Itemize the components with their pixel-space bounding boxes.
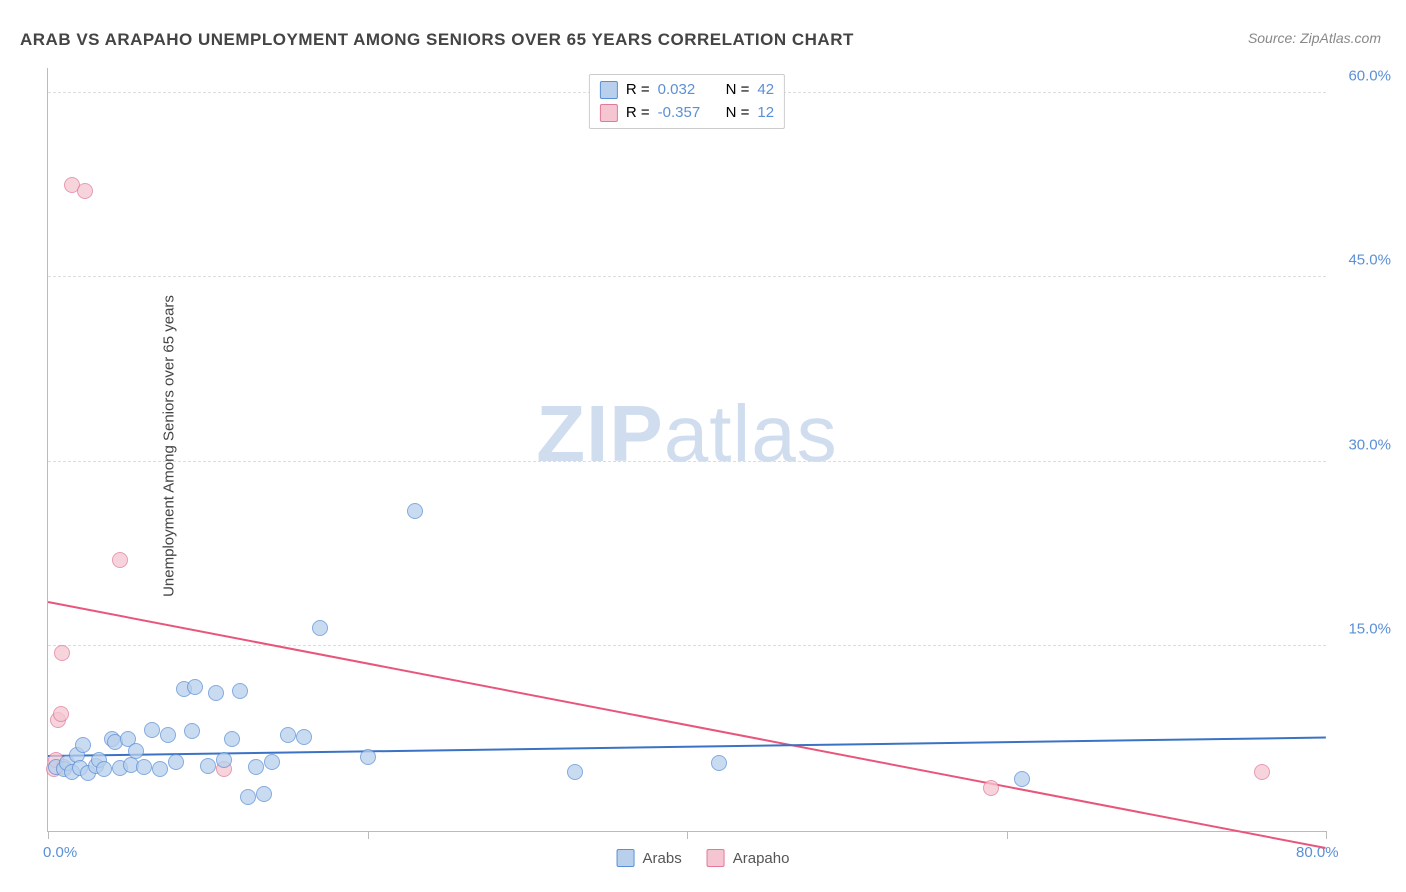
gridline <box>48 276 1326 277</box>
arapaho-n-value: 12 <box>757 102 774 125</box>
data-point-arabs <box>128 743 144 759</box>
legend-item-arabs: Arabs <box>617 849 682 867</box>
data-point-arabs <box>224 731 240 747</box>
data-point-arabs <box>216 752 232 768</box>
arabs-r-value: 0.032 <box>658 79 718 102</box>
x-tick-label: 0.0% <box>43 844 77 861</box>
data-point-arabs <box>264 754 280 770</box>
correlation-legend: R = 0.032 N = 42 R = -0.357 N = 12 <box>589 74 785 129</box>
data-point-arapaho <box>53 706 69 722</box>
data-point-arabs <box>296 729 312 745</box>
data-point-arabs <box>187 679 203 695</box>
trend-line <box>48 601 1326 849</box>
data-point-arabs <box>280 727 296 743</box>
data-point-arapaho <box>54 645 70 661</box>
y-tick-label: 60.0% <box>1348 67 1391 84</box>
legend-row-arapaho: R = -0.357 N = 12 <box>600 102 774 125</box>
data-point-arabs <box>360 749 376 765</box>
gridline <box>48 461 1326 462</box>
y-tick-label: 15.0% <box>1348 621 1391 638</box>
data-point-arabs <box>75 737 91 753</box>
x-tick <box>48 831 49 839</box>
arapaho-swatch-icon <box>707 849 725 867</box>
x-tick <box>368 831 369 839</box>
series-legend: Arabs Arapaho <box>617 849 790 867</box>
y-tick-label: 45.0% <box>1348 252 1391 269</box>
arabs-n-value: 42 <box>757 79 774 102</box>
data-point-arapaho <box>983 780 999 796</box>
data-point-arabs <box>168 754 184 770</box>
data-point-arabs <box>232 683 248 699</box>
data-point-arabs <box>144 722 160 738</box>
data-point-arabs <box>567 764 583 780</box>
source-attribution: Source: ZipAtlas.com <box>1248 30 1381 46</box>
chart-plot-area: ZIPatlas R = 0.032 N = 42 R = -0.357 N =… <box>47 68 1326 832</box>
data-point-arabs <box>152 761 168 777</box>
data-point-arabs <box>136 759 152 775</box>
data-point-arabs <box>208 685 224 701</box>
x-tick <box>1007 831 1008 839</box>
data-point-arapaho <box>1254 764 1270 780</box>
data-point-arabs <box>312 620 328 636</box>
trend-line <box>48 737 1326 757</box>
data-point-arabs <box>184 723 200 739</box>
data-point-arabs <box>711 755 727 771</box>
data-point-arabs <box>407 503 423 519</box>
arabs-swatch-icon <box>600 81 618 99</box>
arapaho-r-value: -0.357 <box>658 102 718 125</box>
x-tick <box>687 831 688 839</box>
arabs-swatch-icon <box>617 849 635 867</box>
data-point-arabs <box>256 786 272 802</box>
arapaho-swatch-icon <box>600 104 618 122</box>
gridline <box>48 645 1326 646</box>
data-point-arabs <box>96 761 112 777</box>
data-point-arabs <box>248 759 264 775</box>
watermark: ZIPatlas <box>536 388 837 480</box>
data-point-arapaho <box>112 552 128 568</box>
chart-title: ARAB VS ARAPAHO UNEMPLOYMENT AMONG SENIO… <box>20 30 854 50</box>
data-point-arabs <box>240 789 256 805</box>
data-point-arabs <box>1014 771 1030 787</box>
data-point-arapaho <box>77 183 93 199</box>
legend-row-arabs: R = 0.032 N = 42 <box>600 79 774 102</box>
x-tick <box>1326 831 1327 839</box>
data-point-arabs <box>200 758 216 774</box>
data-point-arabs <box>160 727 176 743</box>
legend-item-arapaho: Arapaho <box>707 849 790 867</box>
y-tick-label: 30.0% <box>1348 436 1391 453</box>
